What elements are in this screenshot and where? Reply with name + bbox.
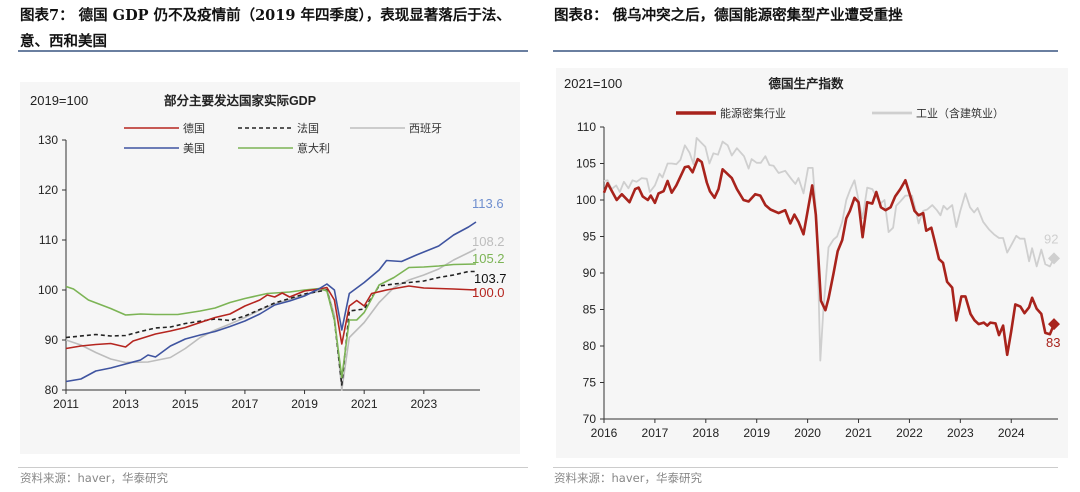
- x-tick-label: 2022: [896, 426, 923, 440]
- legend-label: 德国: [183, 121, 205, 135]
- x-tick-label: 2017: [642, 426, 669, 440]
- gdp-chart: 2019=100 部分主要发达国家实际GDP 80 90 100 110 120 130 201…: [30, 93, 507, 411]
- series-line: [65, 270, 476, 386]
- x-tick-label: 2024: [998, 426, 1025, 440]
- y-tick-label: 80: [45, 383, 59, 397]
- legend-label: 工业（含建筑业）: [916, 106, 1004, 120]
- right-source: 资料来源：haver，华泰研究: [554, 471, 702, 485]
- end-value-label: 100.0: [472, 285, 505, 300]
- left-chart-panel: 2019=100 部分主要发达国家实际GDP 80 90 100 110 120 130 201…: [20, 82, 520, 454]
- left-figure-title: 图表7： 德国 GDP 仍不及疫情前（2019 年四季度），表现显著落后于法、意…: [20, 7, 511, 50]
- end-value-label: 83: [1046, 335, 1060, 350]
- series-line: [65, 221, 477, 383]
- series-line: [65, 263, 477, 379]
- end-marker: [1048, 318, 1060, 331]
- legend-label: 能源密集行业: [720, 106, 786, 120]
- y-tick-label: 130: [38, 133, 58, 147]
- y-tick-label: 80: [583, 339, 597, 353]
- series-line: [65, 285, 477, 350]
- left-title-rule: [18, 50, 528, 52]
- left-footer-rule: [18, 467, 528, 468]
- x-tick-label: 2017: [232, 397, 259, 411]
- legend-label: 意大利: [297, 141, 330, 155]
- x-tick-label: 2021: [845, 426, 872, 440]
- x-tick-label: 2015: [172, 397, 199, 411]
- unit-label: 2019=100: [30, 93, 88, 108]
- x-tick-label: 2013: [112, 397, 139, 411]
- y-tick-label: 90: [45, 333, 59, 347]
- right-figure-title: 图表8： 俄乌冲突之后，德国能源密集型产业遭受重挫: [554, 7, 903, 24]
- legend-label: 法国: [297, 121, 319, 135]
- right-chart-panel: 2021=100 德国生产指数 70 75 80 85 90 95 100 105 110 2016 2…: [556, 68, 1068, 458]
- x-tick-label: 2021: [351, 397, 378, 411]
- end-value-label: 113.6: [472, 196, 504, 211]
- end-value-label: 92: [1044, 231, 1058, 246]
- x-tick-label: 2018: [692, 426, 719, 440]
- chart-title: 德国生产指数: [768, 76, 844, 91]
- right-title-rule: [553, 50, 1058, 52]
- x-tick-label: 2011: [53, 397, 79, 411]
- chart-title: 部分主要发达国家实际GDP: [164, 93, 316, 108]
- y-tick-label: 70: [583, 412, 597, 426]
- production-index-chart: 2021=100 德国生产指数 70 75 80 85 90 95 100 105 110 2016 2…: [564, 76, 1060, 440]
- y-tick-label: 110: [577, 120, 596, 134]
- x-tick-label: 2016: [591, 426, 618, 440]
- series-line: [65, 248, 477, 391]
- end-value-label: 103.7: [474, 271, 507, 286]
- y-tick-label: 85: [583, 303, 597, 317]
- series-line: [603, 137, 1055, 362]
- x-tick-label: 2023: [410, 397, 437, 411]
- y-tick-label: 95: [583, 230, 597, 244]
- right-footer-rule: [553, 467, 1058, 468]
- left-source: 资料来源：haver，华泰研究: [20, 471, 168, 485]
- y-tick-label: 105: [576, 157, 596, 171]
- y-tick-label: 120: [38, 183, 58, 197]
- y-tick-label: 110: [39, 233, 58, 247]
- x-tick-label: 2020: [794, 426, 821, 440]
- x-tick-label: 2019: [743, 426, 770, 440]
- y-tick-label: 75: [583, 376, 597, 390]
- series-line: [602, 157, 1056, 357]
- x-tick-label: 2019: [291, 397, 318, 411]
- y-tick-label: 100: [576, 193, 596, 207]
- y-tick-label: 90: [583, 266, 597, 280]
- end-value-label: 108.2: [472, 234, 505, 249]
- legend-label: 西班牙: [409, 122, 442, 135]
- legend-label: 美国: [183, 142, 205, 155]
- end-marker: [1048, 252, 1060, 265]
- end-value-label: 105.2: [472, 251, 505, 266]
- x-tick-label: 2023: [947, 426, 974, 440]
- unit-label: 2021=100: [564, 76, 622, 91]
- y-tick-label: 100: [38, 283, 58, 297]
